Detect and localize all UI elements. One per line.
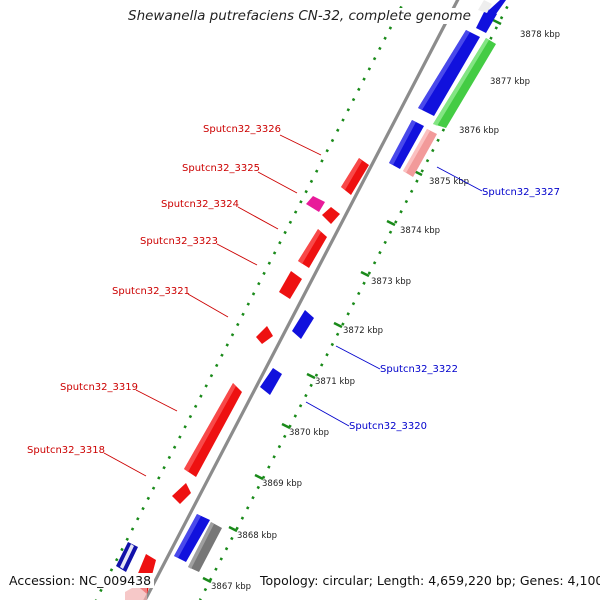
svg-text:3870 kbp: 3870 kbp xyxy=(289,428,329,438)
svg-text:3878 kbp: 3878 kbp xyxy=(520,30,560,40)
scale-tick-3869: 3869 kbp xyxy=(254,473,302,489)
gene-sputcn32-3326[interactable] xyxy=(341,158,369,195)
leader-sputcn32-3321 xyxy=(187,293,229,318)
gene-sputcn32-3324[interactable] xyxy=(322,207,340,224)
scale-tick-3878: 3878 kbp xyxy=(492,18,560,40)
scale-tick-3870: 3870 kbp xyxy=(281,422,329,438)
gene-sputcn32-3323[interactable] xyxy=(298,229,327,268)
leader-sputcn32-3318 xyxy=(103,452,147,477)
gene-top-blue-small[interactable] xyxy=(476,8,497,33)
svg-text:3872 kbp: 3872 kbp xyxy=(343,326,383,336)
gene-sputcn32-3318[interactable] xyxy=(172,483,191,504)
gene-sputcn32-3327[interactable] xyxy=(403,129,437,177)
scale-tick-3868: 3868 kbp xyxy=(228,525,277,541)
gene-sputcn32-3325[interactable] xyxy=(306,196,325,212)
scale-tick-3874: 3874 kbp xyxy=(386,219,440,236)
scale-tick-3873: 3873 kbp xyxy=(360,270,411,287)
gene-bottom-left-dark[interactable] xyxy=(116,542,138,572)
label-sputcn32-3327[interactable]: Sputcn32_3327 xyxy=(482,187,560,198)
leader-sputcn32-3319 xyxy=(135,389,178,412)
leader-sputcn32-3327 xyxy=(436,166,483,192)
gene-top-edge[interactable] xyxy=(489,0,506,14)
gene-upper-green[interactable] xyxy=(433,38,496,128)
accession-text: Accession: NC_009438 xyxy=(6,573,155,588)
map-title: Shewanella putrefaciens CN-32, complete … xyxy=(126,8,473,24)
label-sputcn32-3326[interactable]: Sputcn32_3326 xyxy=(203,124,281,135)
scale-tick-3871: 3871 kbp xyxy=(306,372,355,387)
svg-text:3869 kbp: 3869 kbp xyxy=(262,479,302,489)
label-sputcn32-3320[interactable]: Sputcn32_3320 xyxy=(349,421,427,432)
gene-bottom-gray[interactable] xyxy=(188,522,222,572)
scale-tick-3867: 3867 kbp xyxy=(202,576,251,592)
label-sputcn32-3321[interactable]: Sputcn32_3321 xyxy=(112,286,190,297)
genome-summary-text: Topology: circular; Length: 4,659,220 bp… xyxy=(257,573,600,588)
svg-text:3874 kbp: 3874 kbp xyxy=(400,226,440,236)
svg-text:3871 kbp: 3871 kbp xyxy=(315,377,355,387)
outer-left-guide xyxy=(94,0,407,600)
gene-upper-blue-large[interactable] xyxy=(418,30,480,116)
leader-sputcn32-3324 xyxy=(237,206,279,230)
gene-sputcn32-3323-a[interactable] xyxy=(279,271,302,299)
gene-bottom-blue[interactable] xyxy=(174,514,210,562)
leader-sputcn32-3322 xyxy=(335,345,381,370)
leader-sputcn32-3320 xyxy=(305,401,350,427)
leader-sputcn32-3326 xyxy=(279,134,322,156)
gene-sputcn32-3320[interactable] xyxy=(260,368,282,395)
gene-sputcn32-3321[interactable] xyxy=(256,326,273,344)
label-sputcn32-3322[interactable]: Sputcn32_3322 xyxy=(380,364,458,375)
label-sputcn32-3323[interactable]: Sputcn32_3323 xyxy=(140,236,218,247)
svg-text:3868 kbp: 3868 kbp xyxy=(237,531,277,541)
scale-tick-3875: 3875 kbp xyxy=(413,169,469,187)
svg-text:3875 kbp: 3875 kbp xyxy=(429,177,469,187)
gene-top-white[interactable] xyxy=(478,0,492,13)
svg-text:3867 kbp: 3867 kbp xyxy=(211,582,251,592)
scale-tick-3872: 3872 kbp xyxy=(333,321,383,336)
leader-sputcn32-3323 xyxy=(216,243,258,266)
leader-sputcn32-3325 xyxy=(257,171,298,194)
svg-text:3876 kbp: 3876 kbp xyxy=(459,126,499,136)
label-sputcn32-3319[interactable]: Sputcn32_3319 xyxy=(60,382,138,393)
genome-backbone xyxy=(143,0,460,600)
gene-sputcn32-3322[interactable] xyxy=(292,310,314,339)
svg-text:3873 kbp: 3873 kbp xyxy=(371,277,411,287)
label-sputcn32-3325[interactable]: Sputcn32_3325 xyxy=(182,163,260,174)
gene-sputcn32-3319[interactable] xyxy=(184,383,242,477)
svg-text:3877 kbp: 3877 kbp xyxy=(490,77,530,87)
label-sputcn32-3324[interactable]: Sputcn32_3324 xyxy=(161,199,239,210)
gene-sputcn32-3327-a[interactable] xyxy=(389,120,424,169)
label-sputcn32-3318[interactable]: Sputcn32_3318 xyxy=(27,445,105,456)
